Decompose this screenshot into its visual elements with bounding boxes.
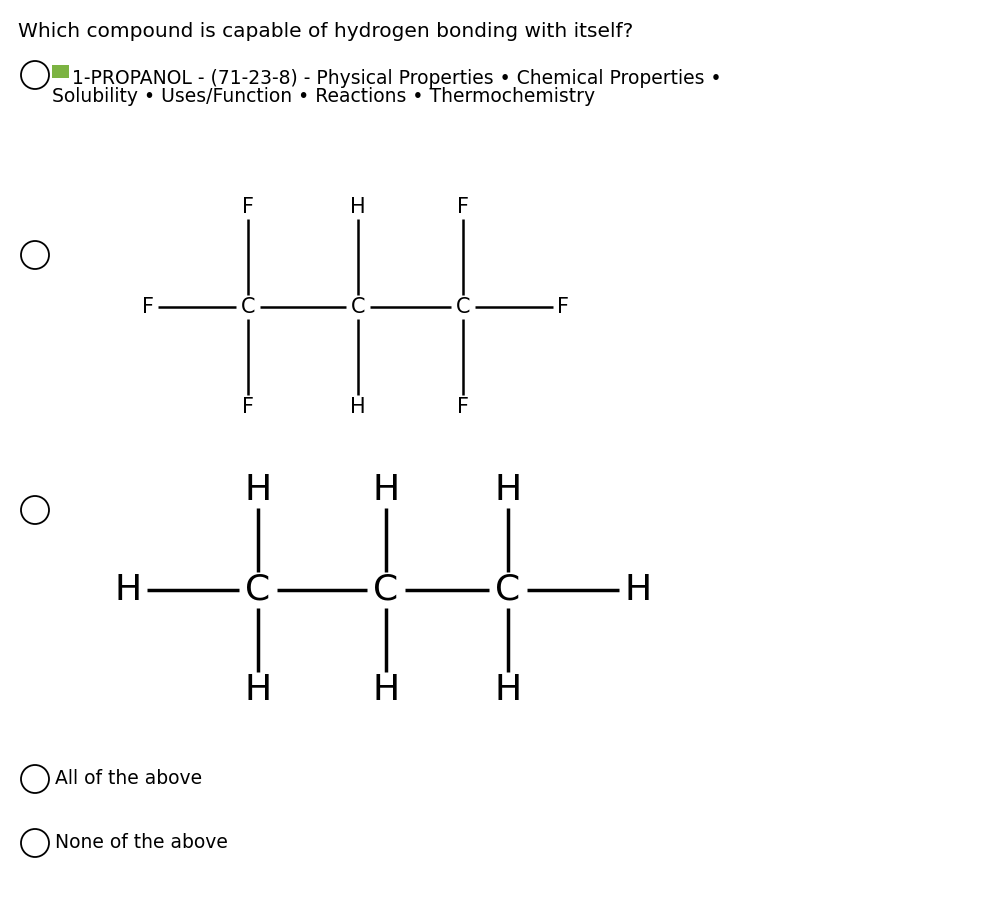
Text: H: H xyxy=(114,573,141,607)
Text: F: F xyxy=(242,197,254,217)
Text: H: H xyxy=(350,197,366,217)
Text: H: H xyxy=(494,673,522,707)
Text: F: F xyxy=(142,297,154,317)
Text: H: H xyxy=(350,397,366,417)
Text: C: C xyxy=(456,297,470,317)
Text: F: F xyxy=(242,397,254,417)
Text: C: C xyxy=(374,573,399,607)
Text: H: H xyxy=(373,673,400,707)
Text: C: C xyxy=(495,573,521,607)
Text: Which compound is capable of hydrogen bonding with itself?: Which compound is capable of hydrogen bo… xyxy=(18,22,633,41)
Text: F: F xyxy=(557,297,569,317)
Text: F: F xyxy=(457,397,469,417)
Text: H: H xyxy=(244,473,272,507)
Text: Solubility • Uses/Function • Reactions • Thermochemistry: Solubility • Uses/Function • Reactions •… xyxy=(52,87,595,106)
Text: H: H xyxy=(624,573,651,607)
Text: C: C xyxy=(351,297,366,317)
Text: C: C xyxy=(240,297,256,317)
Text: 1-PROPANOL - (71-23-8) - Physical Properties • Chemical Properties •: 1-PROPANOL - (71-23-8) - Physical Proper… xyxy=(72,69,721,88)
Text: All of the above: All of the above xyxy=(55,769,202,788)
Text: None of the above: None of the above xyxy=(55,834,227,853)
FancyBboxPatch shape xyxy=(52,65,69,78)
Text: H: H xyxy=(494,473,522,507)
Text: F: F xyxy=(457,197,469,217)
Text: C: C xyxy=(245,573,271,607)
Text: H: H xyxy=(373,473,400,507)
Text: H: H xyxy=(244,673,272,707)
